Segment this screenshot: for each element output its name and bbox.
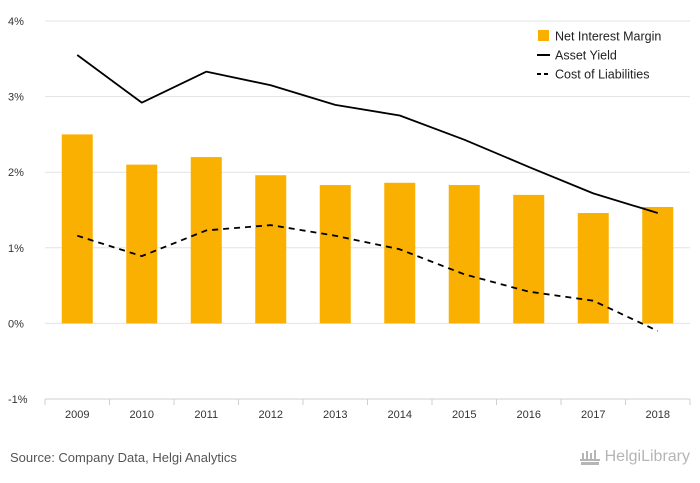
x-tick-label: 2010	[130, 409, 154, 421]
brand-watermark: HelgiLibrary	[579, 447, 690, 467]
y-tick-label: -1%	[8, 394, 28, 406]
y-tick-label: 2%	[8, 167, 24, 179]
legend-label: Net Interest Margin	[555, 30, 661, 44]
bar	[448, 185, 480, 324]
x-tick-label: 2013	[323, 409, 347, 421]
x-tick-label: 2011	[194, 409, 218, 421]
y-tick-label: 3%	[8, 92, 24, 104]
legend-swatch	[538, 30, 549, 41]
x-tick-label: 2012	[259, 409, 283, 421]
helgi-library-logo-icon	[579, 447, 601, 467]
bar	[255, 175, 287, 324]
bar-layer	[61, 134, 674, 324]
bar	[642, 206, 674, 324]
x-tick-label: 2015	[452, 409, 476, 421]
y-tick-label: 4%	[8, 16, 24, 28]
legend: Net Interest Margin Asset Yield Cost of Li…	[537, 30, 661, 82]
x-tick-label: 2017	[581, 409, 605, 421]
bar	[513, 194, 545, 324]
x-tick-label: 2009	[65, 409, 89, 421]
x-tick-label: 2018	[646, 409, 670, 421]
bar	[190, 157, 222, 324]
legend-label: Cost of Liabilities	[555, 68, 650, 82]
bar	[61, 134, 93, 324]
chart-plot: 4% 3% 2% 1% 0% -1% 2009 2010 2011 2012 2013 2014 201…	[8, 16, 691, 421]
source-note: Source: Company Data, Helgi Analytics	[10, 450, 237, 465]
line-layer	[76, 54, 659, 332]
brand-name: HelgiLibrary	[604, 448, 690, 465]
x-tick-label: 2016	[517, 409, 541, 421]
y-tick-label: 1%	[8, 243, 24, 255]
legend-label: Asset Yield	[555, 49, 617, 63]
bar	[319, 185, 351, 324]
axis-layer: 4% 3% 2% 1% 0% -1% 2009 2010 2011 2012 2013 2014 201…	[8, 16, 691, 421]
y-tick-label: 0%	[8, 318, 24, 330]
bar	[126, 164, 158, 324]
series-line	[76, 54, 659, 214]
bar	[577, 213, 609, 324]
x-tick-label: 2014	[388, 409, 412, 421]
series-line	[76, 224, 659, 332]
